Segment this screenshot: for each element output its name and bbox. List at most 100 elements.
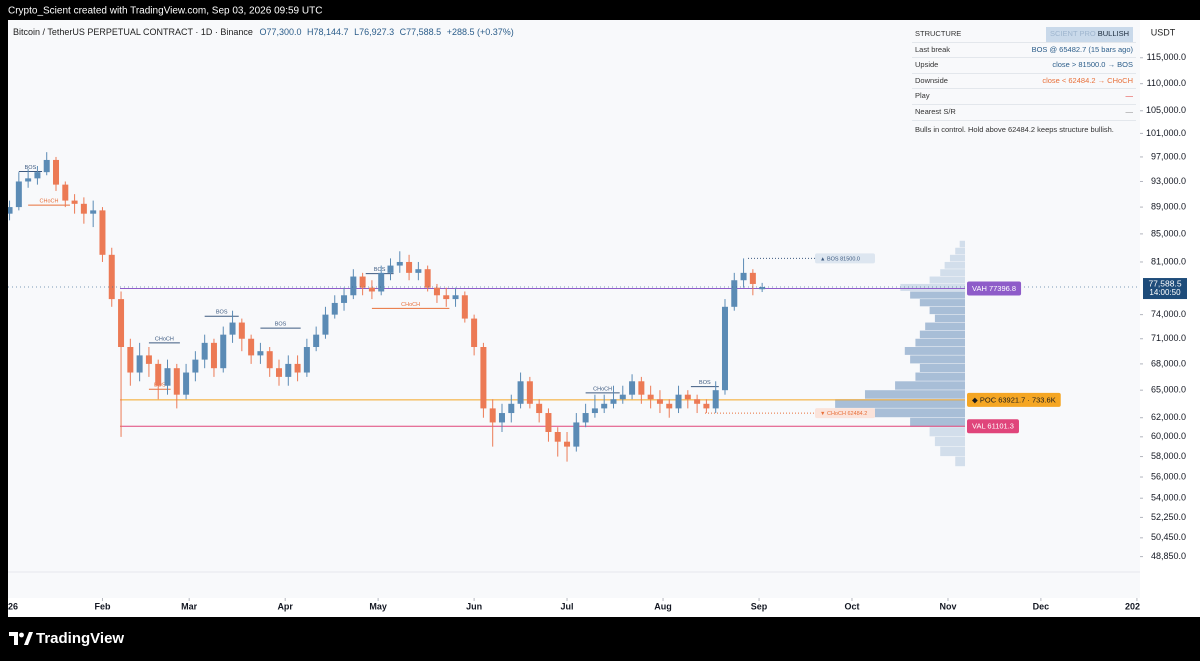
profile-bar [835,399,965,408]
ohlc-value: L76,927.3 [354,27,394,37]
candle-body [183,372,190,395]
candle-body [34,172,41,179]
candle-body [80,203,87,214]
candle-body [573,422,580,447]
level-label: VAH 77396.8 [967,281,1022,296]
candle-body [127,347,134,373]
price-axis [1140,20,1200,617]
badge-faded: SCIENT PRO [1050,29,1096,38]
y-tick-label: 54,000.0 [1151,493,1186,503]
candle-body [647,394,654,400]
candle-body [684,394,691,400]
y-tick-label: 93,000.0 [1151,176,1186,186]
row-value: BOS @ 65482.7 (15 bars ago) [1031,44,1133,54]
ohlc-value: O77,300.0 [259,27,301,37]
x-tick-label: 26 [8,601,18,611]
profile-bar [904,347,965,355]
candle-body [359,276,366,288]
change: +288.5 (+0.37%) [447,27,514,37]
annotation-box [815,253,875,264]
panel-row: Downside close < 62484.2 → CHoCH [912,74,1136,90]
y-tick-label: 101,000.0 [1146,128,1186,138]
x-tick-label: Mar [181,601,198,611]
candle-body [248,338,255,356]
candle-body [303,347,310,373]
x-tick-label: Feb [94,601,111,611]
annotation-box [815,408,875,419]
x-tick-label: Nov [939,601,956,611]
candle-body [740,272,747,281]
candle-body [638,381,645,395]
ohlc-value: C77,588.5 [400,27,442,37]
y-tick-label: 97,000.0 [1151,151,1186,161]
structure-label: BOS [25,165,37,171]
candle-body [53,159,60,185]
panel-footer: Bulls in control. Hold above 62484.2 kee… [915,124,1114,134]
panel-title: STRUCTURE [915,29,962,38]
y-tick-label: 74,000.0 [1151,309,1186,319]
structure-label: CHoCH [40,199,59,205]
candle-body [489,408,496,423]
candle-body [508,403,515,414]
candle-body [313,334,320,348]
candle-body [433,287,440,296]
candle-body [712,390,719,409]
candle-body [471,318,478,348]
y-tick-label: 81,000.0 [1151,256,1186,266]
candle-body [257,351,264,356]
profile-bar [919,363,965,373]
profile-bar [955,456,965,467]
row-value: — [1125,91,1134,101]
annotation-label: ▲ BOS 81500.0 [820,256,860,262]
profile-bar [864,390,965,399]
profile-bar [934,436,965,447]
candle-body [210,342,217,369]
candle-body [266,351,273,369]
watermark: Crypto_Scient created with TradingView.c… [8,6,322,17]
badge-text: BULLISH [1097,29,1129,38]
candle-body [229,322,236,335]
candle-body [517,381,524,404]
structure-label: BOS [374,267,386,273]
profile-bar [910,355,965,364]
candle-body [461,295,468,319]
structure-label: CHoCH [593,386,612,392]
candle-body [108,254,115,300]
x-tick-label: Apr [277,601,293,611]
candle-body [721,306,728,391]
profile-bar [959,240,965,248]
profile-bar [919,330,965,339]
candle-body [341,295,348,303]
candle-body [322,314,329,335]
panel-row: Nearest S/R — [912,105,1136,121]
brand-logo: TradingView [9,630,124,647]
y-tick-label: 68,000.0 [1151,358,1186,368]
candle-body [368,287,375,292]
y-tick-label: 48,850.0 [1151,551,1186,561]
candle-body [164,368,171,386]
candle-body [173,368,180,395]
candle-body [601,403,608,409]
profile-bar [940,446,965,457]
level-box [967,281,1022,296]
candle-body [155,363,162,386]
profile-bar [940,269,965,277]
annotation-label: ▼ CHoCH 62484.2 [820,411,867,417]
x-tick-label: Jul [561,601,574,611]
candle-body [619,394,626,400]
annotation: ▲ BOS 81500.0 [815,253,875,264]
candle-body [62,184,69,201]
structure-label: BOS [275,322,287,328]
row-label: Last break [915,44,951,54]
x-tick-label: 202 [1125,601,1140,611]
x-tick-label: Dec [1033,601,1050,611]
row-label: Play [915,91,930,101]
candle-body [25,178,32,182]
candle-body [666,403,673,409]
panel-rows: Last break BOS @ 65482.7 (15 bars ago) Ups… [912,43,1136,121]
structure-label: BOS [216,310,228,316]
candle-body [285,363,292,377]
profile-bar [874,408,965,418]
